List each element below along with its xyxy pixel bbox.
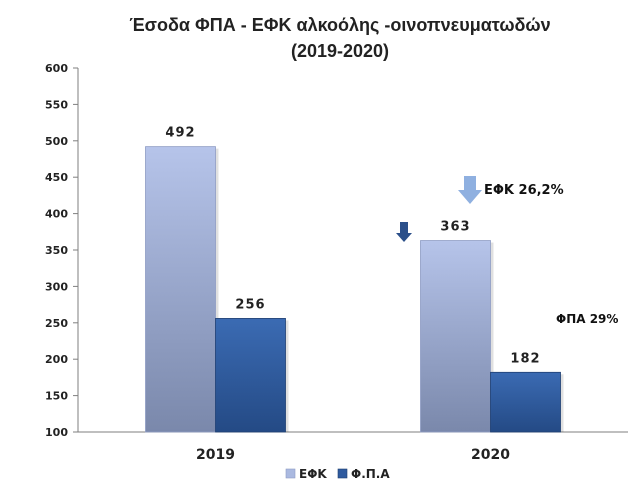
y-tick-label: 500 [45, 135, 68, 148]
y-tick-label: 200 [45, 353, 68, 366]
data-label: 363 [440, 220, 470, 235]
y-tick-label: 150 [45, 390, 68, 403]
x-tick-label: 2020 [471, 447, 510, 463]
y-tick-label: 300 [45, 280, 68, 293]
data-label: 256 [235, 297, 265, 312]
legend-label: ΕΦΚ [299, 467, 327, 481]
annotation-efk: ΕΦΚ 26,2% [484, 183, 564, 198]
bar-Φ.Π.Α-2019 [215, 318, 286, 433]
bar-ΕΦΚ-2020 [420, 240, 491, 433]
down-arrow-icon [458, 176, 482, 204]
y-tick-label: 400 [45, 208, 68, 221]
bar-Φ.Π.Α-2020 [490, 371, 561, 433]
legend-swatch-Φ.Π.Α [337, 468, 348, 479]
annotation-fpa: ΦΠΑ 29% [556, 312, 618, 326]
x-tick-label: 2019 [196, 447, 235, 463]
annotations: ΕΦΚ 26,2% ΦΠΑ 29% [396, 176, 618, 326]
legend-swatch-ΕΦΚ [285, 468, 296, 479]
data-label: 492 [165, 126, 195, 141]
chart-title-line1: Έσοδα ΦΠΑ - ΕΦΚ αλκοόλης -οινοπνευματωδώ… [129, 15, 551, 35]
y-tick-label: 250 [45, 317, 68, 330]
chart-title: Έσοδα ΦΠΑ - ΕΦΚ αλκοόλης -οινοπνευματωδώ… [80, 12, 600, 64]
down-arrow-dark-icon [396, 222, 412, 242]
chart-title-line2: (2019-2020) [290, 41, 390, 61]
legend-label: Φ.Π.Α [351, 467, 390, 481]
y-tick-label: 600 [45, 62, 68, 75]
data-labels: 492 256 363 182 [165, 126, 540, 367]
y-tick-label: 100 [45, 426, 68, 439]
y-tick-label: 350 [45, 244, 68, 257]
y-tick-label: 450 [45, 171, 68, 184]
y-tick-label: 550 [45, 98, 68, 111]
bars [145, 146, 564, 433]
data-label: 182 [510, 351, 540, 366]
bar-ΕΦΚ-2019 [145, 146, 216, 433]
legend: ΕΦΚ Φ.Π.Α [285, 467, 390, 481]
